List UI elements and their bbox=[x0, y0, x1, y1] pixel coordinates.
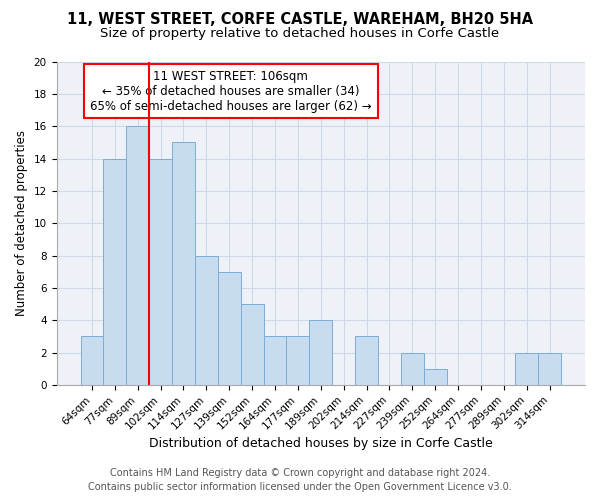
Bar bbox=[172, 142, 195, 385]
Bar bbox=[195, 256, 218, 385]
X-axis label: Distribution of detached houses by size in Corfe Castle: Distribution of detached houses by size … bbox=[149, 437, 493, 450]
Bar bbox=[424, 368, 446, 385]
Text: Contains HM Land Registry data © Crown copyright and database right 2024.
Contai: Contains HM Land Registry data © Crown c… bbox=[88, 468, 512, 492]
Bar bbox=[127, 126, 149, 385]
Text: Size of property relative to detached houses in Corfe Castle: Size of property relative to detached ho… bbox=[100, 28, 500, 40]
Bar bbox=[538, 352, 561, 385]
Bar bbox=[263, 336, 286, 385]
Bar bbox=[103, 158, 127, 385]
Y-axis label: Number of detached properties: Number of detached properties bbox=[15, 130, 28, 316]
Bar bbox=[401, 352, 424, 385]
Bar bbox=[80, 336, 103, 385]
Text: 11, WEST STREET, CORFE CASTLE, WAREHAM, BH20 5HA: 11, WEST STREET, CORFE CASTLE, WAREHAM, … bbox=[67, 12, 533, 28]
Bar bbox=[218, 272, 241, 385]
Bar bbox=[355, 336, 378, 385]
Bar bbox=[310, 320, 332, 385]
Bar bbox=[515, 352, 538, 385]
Text: 11 WEST STREET: 106sqm
← 35% of detached houses are smaller (34)
65% of semi-det: 11 WEST STREET: 106sqm ← 35% of detached… bbox=[90, 70, 372, 112]
Bar bbox=[286, 336, 310, 385]
Bar bbox=[241, 304, 263, 385]
Bar bbox=[149, 158, 172, 385]
